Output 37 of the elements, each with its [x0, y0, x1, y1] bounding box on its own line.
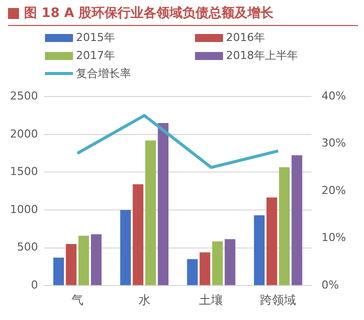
- y2-tick-label: 30%: [322, 136, 346, 150]
- bar: [279, 167, 290, 286]
- x-tick-label: 气: [71, 292, 84, 307]
- x-tick-label: 跨领域: [260, 292, 296, 307]
- y2-tick-label: 10%: [322, 231, 346, 244]
- y-tick-label: 2000: [10, 127, 38, 140]
- y2-tick-label: 20%: [322, 184, 346, 197]
- bar: [66, 244, 76, 286]
- y-tick-label: 500: [16, 240, 38, 254]
- bar: [254, 215, 265, 286]
- y-tick-label: 1500: [10, 165, 38, 178]
- bar: [53, 258, 64, 286]
- bar: [120, 210, 131, 286]
- y2-tick-label: 40%: [322, 89, 346, 102]
- bar: [212, 241, 223, 286]
- x-tick-label: 土壤: [199, 292, 224, 307]
- bar: [292, 155, 302, 286]
- y-tick-label: 1000: [10, 202, 38, 216]
- y-tick-label: 2500: [10, 89, 38, 102]
- legend-label: 2017年: [76, 48, 115, 63]
- x-tick-label: 水: [138, 292, 150, 307]
- bar: [78, 236, 90, 286]
- bar: [90, 234, 102, 286]
- legend-label: 2015年: [76, 30, 115, 45]
- bar: [132, 184, 144, 286]
- y2-tick-label: 0%: [322, 278, 340, 292]
- bar: [187, 259, 198, 286]
- legend-label: 2018年上半年: [226, 48, 298, 63]
- chart-title: 图 18 A 股环保行业各领域负债总额及增长: [24, 4, 274, 22]
- bar: [158, 123, 168, 286]
- legend-label: 复合增长率: [76, 66, 131, 81]
- y-tick-label: 0: [30, 278, 38, 292]
- bar: [266, 198, 278, 286]
- bar: [200, 252, 210, 286]
- legend-label: 2016年: [226, 30, 265, 45]
- bar: [145, 140, 156, 286]
- bar: [224, 239, 236, 286]
